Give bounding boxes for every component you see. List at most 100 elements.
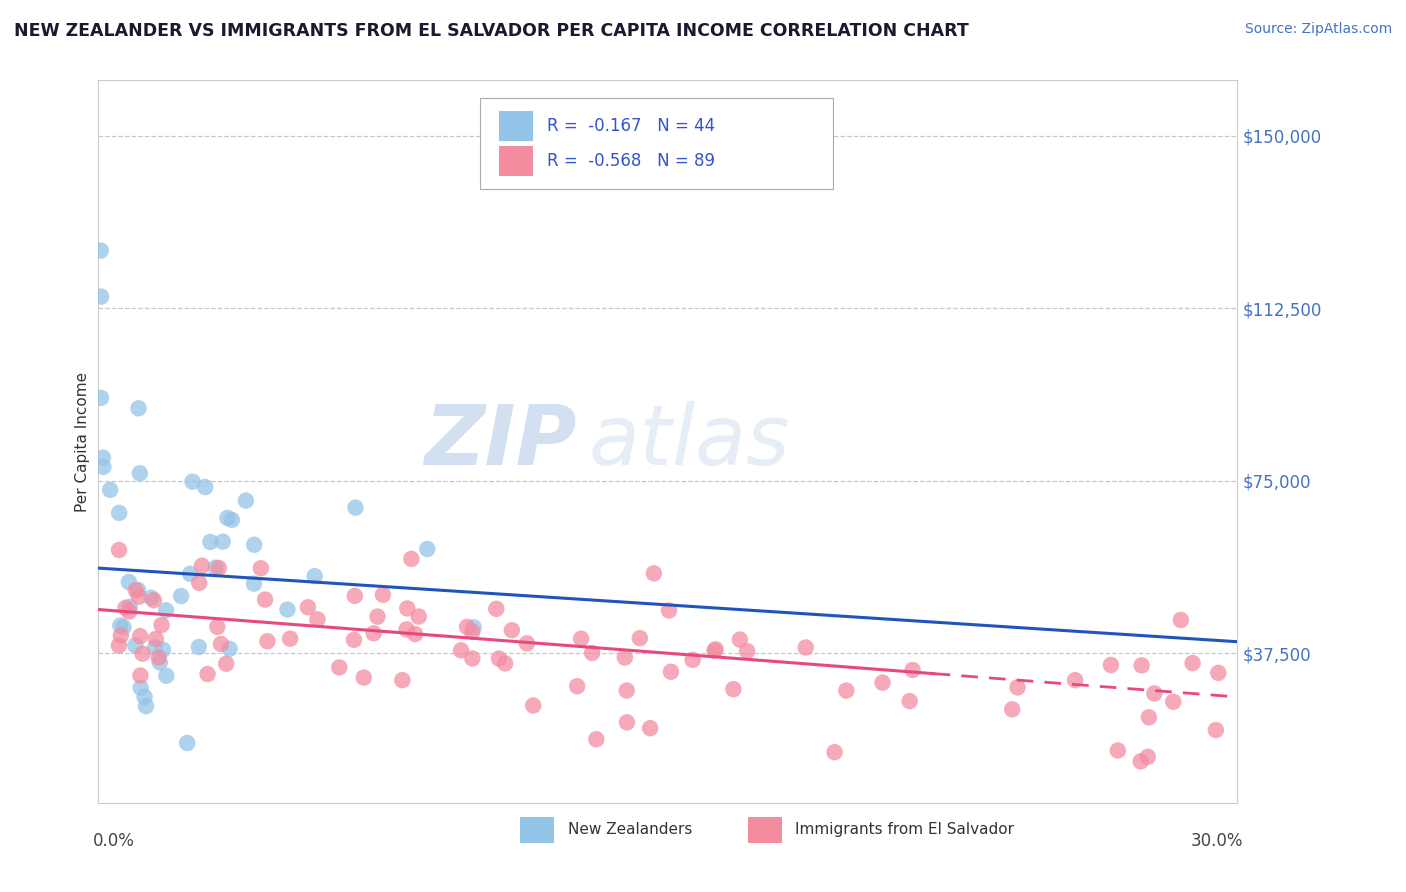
Point <box>1143 686 1166 700</box>
Point <box>149 656 172 670</box>
Point <box>118 574 141 589</box>
Point <box>142 593 165 607</box>
Point <box>209 637 232 651</box>
Point <box>328 660 350 674</box>
Point <box>131 647 153 661</box>
Point <box>728 632 751 647</box>
Point <box>129 668 152 682</box>
Point <box>90 289 112 303</box>
Point <box>794 640 817 655</box>
Point <box>658 603 681 617</box>
Point <box>114 600 136 615</box>
Point <box>297 600 319 615</box>
Point <box>461 624 484 639</box>
Point <box>391 673 413 687</box>
Point <box>187 640 209 654</box>
Point <box>148 650 170 665</box>
Point <box>211 534 233 549</box>
Point <box>371 588 394 602</box>
Point <box>129 681 152 695</box>
Point <box>128 467 150 481</box>
Point <box>461 651 484 665</box>
Point <box>143 640 166 655</box>
Point <box>1007 681 1029 695</box>
Point <box>179 566 201 581</box>
Point <box>254 592 277 607</box>
Point <box>152 642 174 657</box>
Point <box>516 636 538 650</box>
Text: Immigrants from El Salvador: Immigrants from El Salvador <box>796 822 1014 837</box>
Point <box>581 646 603 660</box>
Point <box>127 582 149 597</box>
Point <box>243 538 266 552</box>
Point <box>616 683 638 698</box>
Point <box>1205 723 1227 737</box>
Point <box>108 639 131 653</box>
Point <box>217 511 239 525</box>
Point <box>124 639 146 653</box>
Point <box>250 561 273 575</box>
Point <box>276 602 298 616</box>
Point <box>243 576 266 591</box>
Text: 30.0%: 30.0% <box>1191 831 1243 850</box>
Text: R =  -0.167   N = 44: R = -0.167 N = 44 <box>547 117 716 135</box>
Point <box>1001 702 1024 716</box>
Point <box>1136 749 1159 764</box>
Point <box>1181 656 1204 670</box>
Point <box>569 632 592 646</box>
Point <box>501 624 523 638</box>
Point <box>1064 673 1087 688</box>
Point <box>90 391 112 405</box>
Point <box>128 401 150 416</box>
Point <box>108 506 131 520</box>
Point <box>485 602 508 616</box>
Point <box>110 628 132 642</box>
Point <box>176 736 198 750</box>
Point <box>118 599 141 614</box>
Point <box>204 560 226 574</box>
FancyBboxPatch shape <box>499 146 533 177</box>
Point <box>735 644 758 658</box>
Point <box>1129 755 1152 769</box>
Point <box>91 450 114 465</box>
Point <box>90 244 112 258</box>
Point <box>118 605 141 619</box>
Point <box>197 667 219 681</box>
Point <box>396 601 419 615</box>
Point <box>404 627 426 641</box>
Point <box>1161 695 1184 709</box>
Point <box>565 679 588 693</box>
FancyBboxPatch shape <box>520 817 554 843</box>
Point <box>218 641 240 656</box>
Point <box>401 552 423 566</box>
Point <box>155 603 177 617</box>
Point <box>134 690 156 704</box>
Point <box>129 629 152 643</box>
Point <box>200 535 222 549</box>
Point <box>1170 613 1192 627</box>
Point <box>307 612 329 626</box>
Point <box>901 663 924 677</box>
Point <box>150 618 173 632</box>
Point <box>110 618 132 632</box>
FancyBboxPatch shape <box>499 111 533 141</box>
Point <box>366 609 388 624</box>
Point <box>141 591 163 605</box>
Point <box>835 683 858 698</box>
Point <box>450 643 472 657</box>
Point <box>703 644 725 658</box>
Point <box>628 631 651 645</box>
Point <box>613 650 636 665</box>
FancyBboxPatch shape <box>479 98 832 189</box>
Point <box>207 620 229 634</box>
Point <box>488 651 510 665</box>
Point <box>898 694 921 708</box>
Point <box>682 653 704 667</box>
Point <box>304 569 326 583</box>
Y-axis label: Per Capita Income: Per Capita Income <box>75 371 90 512</box>
Point <box>1130 658 1153 673</box>
Point <box>638 721 661 735</box>
Point <box>343 632 366 647</box>
Point <box>170 589 193 603</box>
Point <box>416 542 439 557</box>
